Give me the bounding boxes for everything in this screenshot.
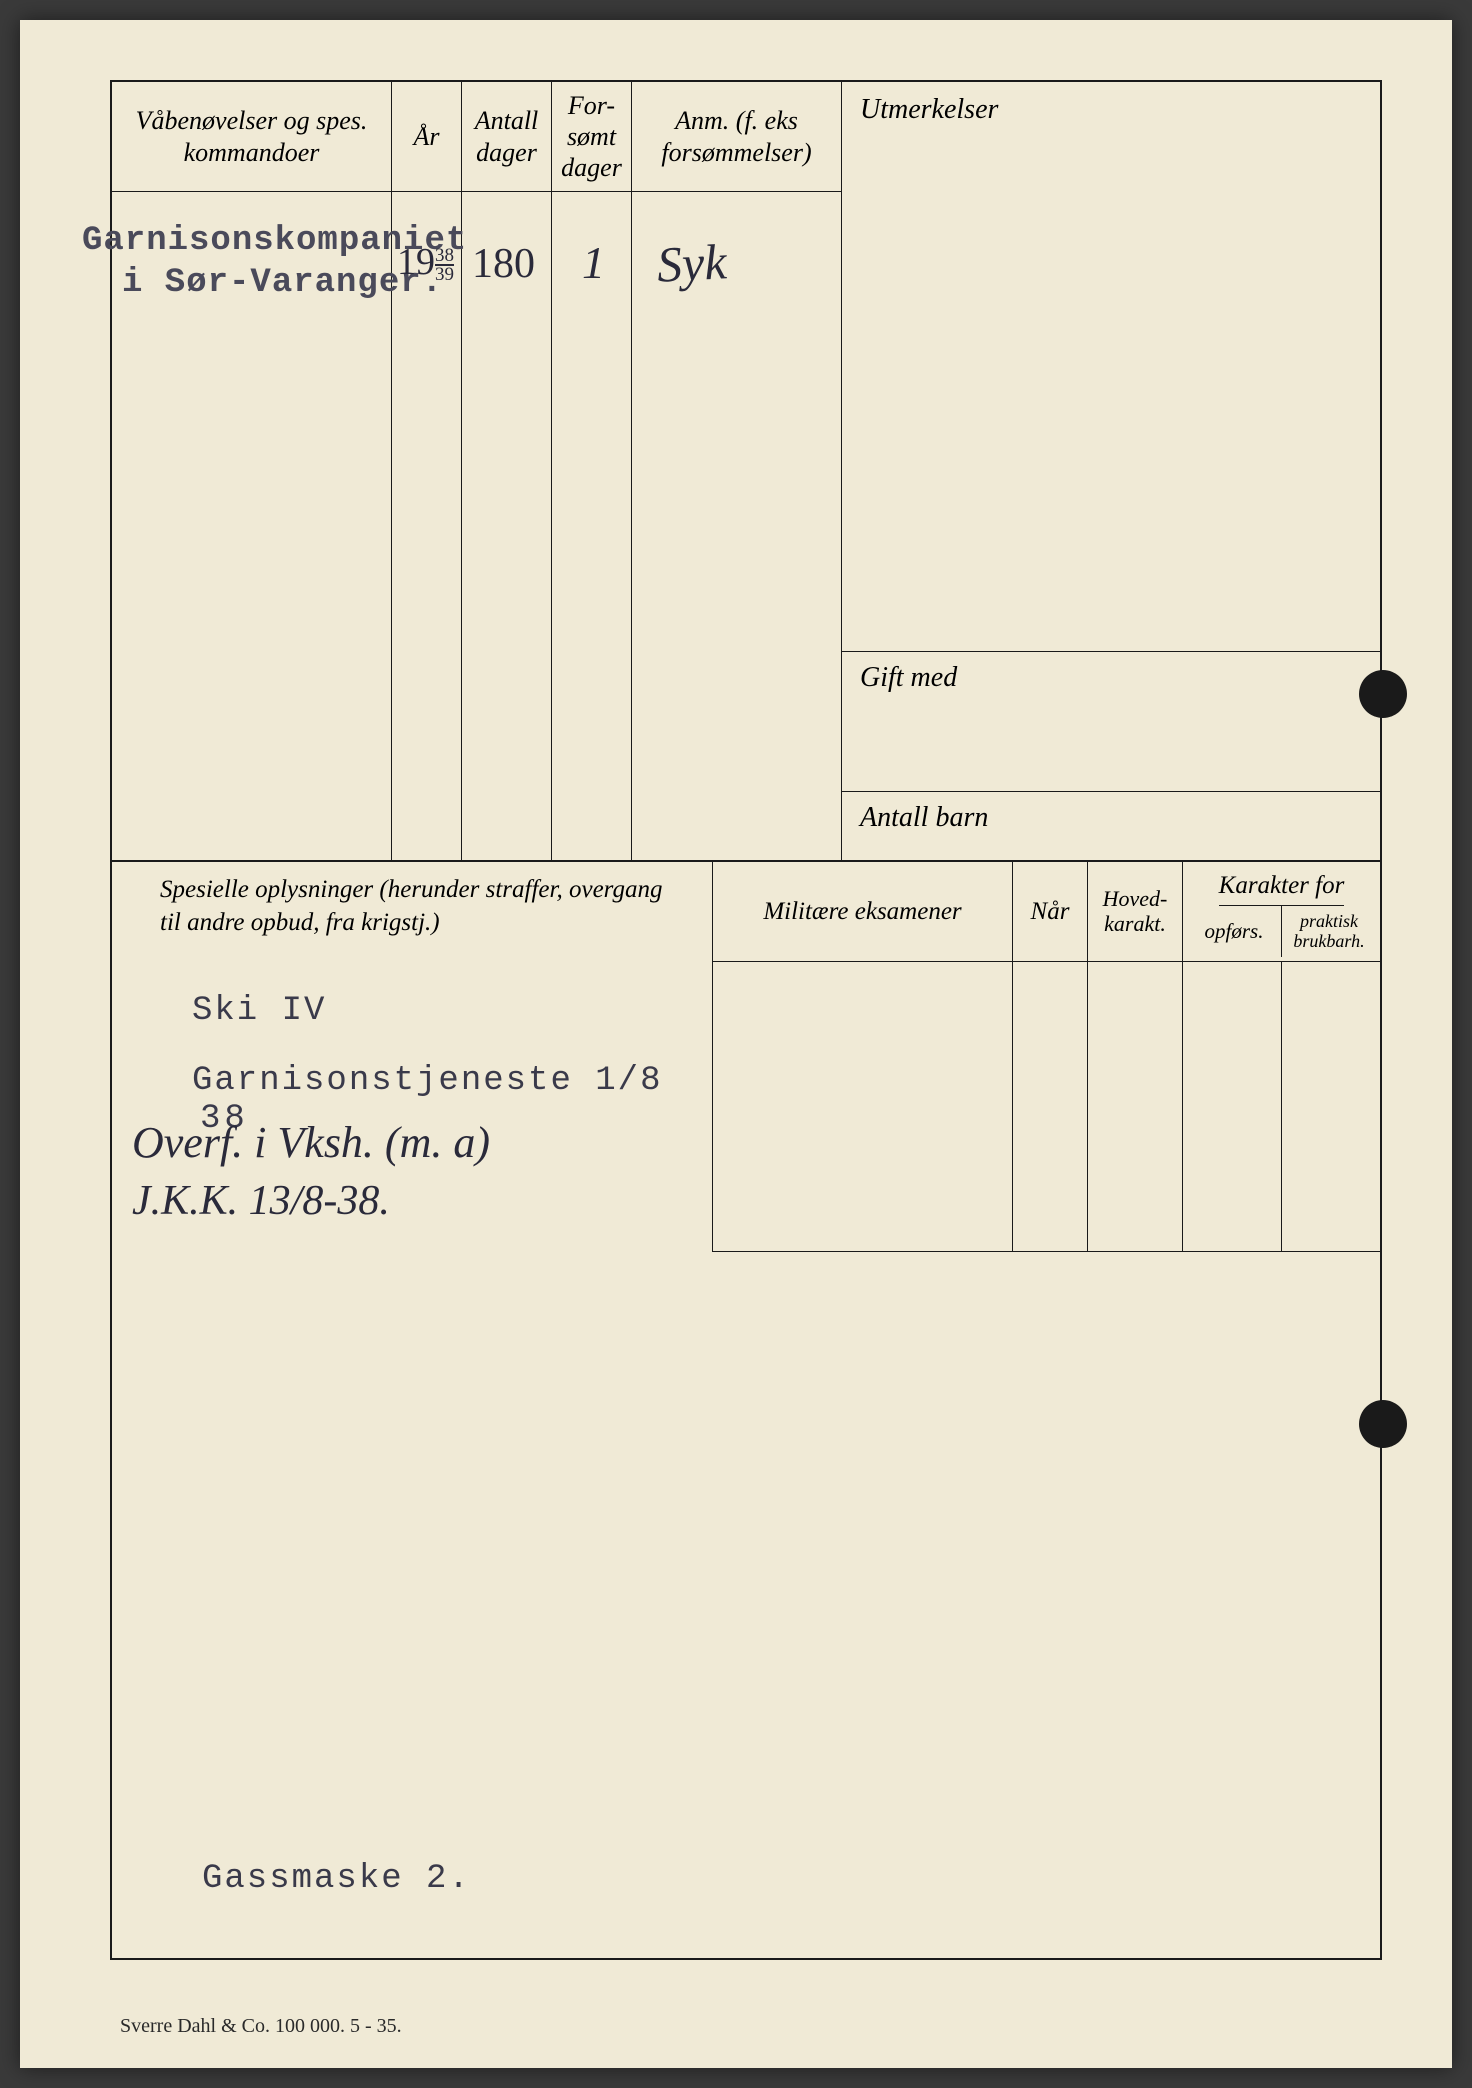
exam-body	[713, 962, 1380, 1251]
top-section: Våbenøvelser og spes. kommandoer År Anta…	[112, 82, 1380, 862]
exam-body-conduct	[1183, 962, 1282, 1251]
punch-hole-top	[1359, 670, 1407, 718]
right-panel: Utmerkelser Gift med Antall barn	[842, 82, 1380, 860]
distinctions-box: Utmerkelser	[842, 82, 1380, 652]
exercises-panel: Våbenøvelser og spes. kommandoer År Anta…	[112, 82, 842, 860]
header-conduct: opførs.	[1187, 906, 1282, 957]
exam-table: Militære eksamener Når Hoved-karakt. Kar…	[712, 862, 1380, 1252]
header-exercises: Våbenøvelser og spes. kommandoer	[112, 82, 392, 191]
days-entry: 180	[472, 240, 535, 288]
exercises-body: Garnisonskompaniet i Sør-Varanger. 19383…	[112, 192, 841, 860]
middle-section: Spesielle oplysninger (herunder straffer…	[112, 862, 1380, 1252]
handwritten-line2: J.K.K. 13/8-38.	[132, 1177, 390, 1225]
header-missed: For-sømt dager	[552, 82, 632, 191]
ski-entry: Ski IV	[192, 992, 326, 1030]
character-for-label: Karakter for	[1219, 866, 1345, 906]
col-missed-body	[552, 192, 632, 860]
header-when: Når	[1013, 862, 1088, 961]
exam-body-main	[1088, 962, 1183, 1251]
exam-header-row: Militære eksamener Når Hoved-karakt. Kar…	[713, 862, 1380, 962]
exam-body-name	[713, 962, 1013, 1251]
exam-body-practical	[1282, 962, 1380, 1251]
gasmask-entry: Gassmaske 2.	[202, 1860, 471, 1898]
children-label: Antall barn	[860, 802, 988, 833]
year-bottom: 39	[435, 266, 454, 283]
note-entry: Syk	[656, 232, 728, 294]
special-info-header: Spesielle oplysninger (herunder straffer…	[130, 874, 694, 939]
year-entry: 193839	[397, 240, 454, 284]
exercises-header-row: Våbenøvelser og spes. kommandoer År Anta…	[112, 82, 841, 192]
header-main-grade: Hoved-karakt.	[1088, 862, 1183, 961]
printer-footer: Sverre Dahl & Co. 100 000. 5 - 35.	[120, 2015, 402, 2038]
header-character: Karakter for opførs. praktisk brukbarh.	[1183, 862, 1380, 961]
punch-hole-bottom	[1359, 1400, 1407, 1448]
married-label: Gift med	[860, 662, 957, 693]
exam-body-when	[1013, 962, 1088, 1251]
year-prefix: 19	[397, 241, 435, 283]
married-box: Gift med	[842, 652, 1380, 792]
header-exams: Militære eksamener	[713, 862, 1013, 961]
form-border: Våbenøvelser og spes. kommandoer År Anta…	[110, 80, 1382, 1960]
header-practical: praktisk brukbarh.	[1282, 906, 1376, 957]
header-year: År	[392, 82, 462, 191]
col-days-body	[462, 192, 552, 860]
distinctions-label: Utmerkelser	[860, 94, 998, 125]
unit-stamp-line2: i Sør-Varanger.	[122, 264, 443, 302]
header-days: Antall dager	[462, 82, 552, 191]
missed-entry: 1	[582, 236, 605, 289]
special-info-panel: Spesielle oplysninger (herunder straffer…	[112, 862, 712, 1252]
garrison-text: Garnisonstjeneste 1/8	[192, 1062, 662, 1100]
handwritten-line1: Overf. i Vksh. (m. a)	[132, 1117, 490, 1168]
document-page: Våbenøvelser og spes. kommandoer År Anta…	[20, 20, 1452, 2068]
header-notes: Anm. (f. eks forsømmelser)	[632, 82, 841, 191]
children-box: Antall barn	[842, 792, 1380, 860]
exam-body-char	[1183, 962, 1380, 1251]
